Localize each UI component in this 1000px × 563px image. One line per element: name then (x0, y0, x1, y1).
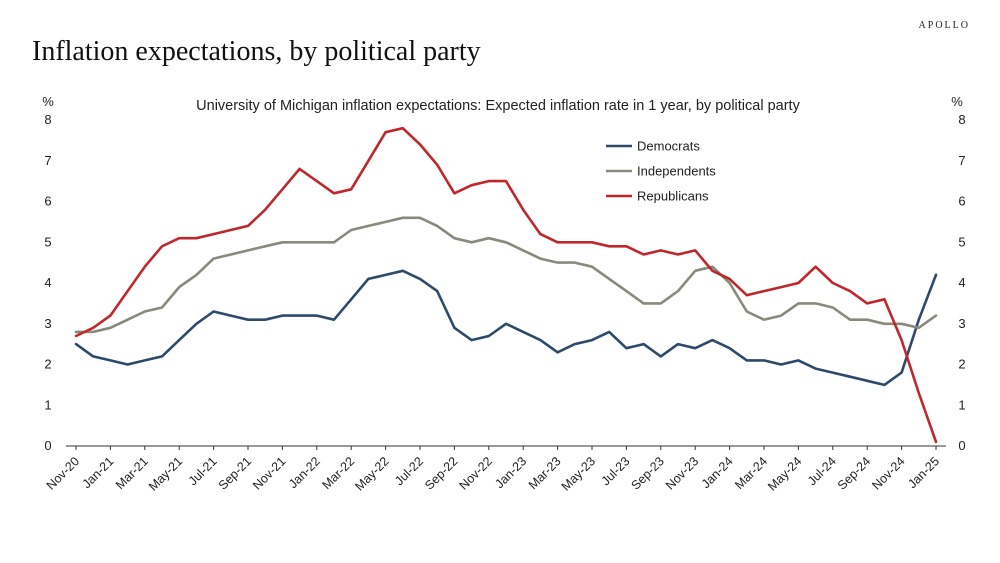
y-tick-label-left: 7 (44, 153, 51, 168)
x-tick-label: May-24 (765, 454, 804, 493)
x-tick-label: May-21 (146, 454, 185, 493)
chart-title: University of Michigan inflation expecta… (196, 98, 800, 114)
y-tick-label-left: 5 (44, 234, 51, 249)
x-tick-label: Jul-24 (805, 454, 839, 488)
page-title: Inflation expectations, by political par… (32, 36, 481, 67)
x-tick-label: Jan-25 (905, 454, 942, 491)
x-tick-label: Jan-22 (286, 454, 323, 491)
y-tick-label-left: 2 (44, 357, 51, 372)
y-tick-label-right: 8 (958, 112, 965, 127)
y-tick-label-left: 1 (44, 397, 51, 412)
y-tick-label-right: 1 (958, 397, 965, 412)
y-tick-label-left: 0 (44, 438, 51, 453)
y-tick-label-left: 6 (44, 194, 51, 209)
x-tick-label: Mar-24 (732, 454, 770, 492)
y-tick-label-left: 3 (44, 316, 51, 331)
y-tick-label-right: 7 (958, 153, 965, 168)
x-tick-label: Jul-23 (599, 454, 633, 488)
x-tick-label: Mar-23 (526, 454, 564, 492)
y-tick-label-left: 4 (44, 275, 51, 290)
x-tick-label: Mar-21 (113, 454, 151, 492)
x-tick-label: Sep-24 (835, 454, 873, 492)
x-tick-label: Mar-22 (319, 454, 357, 492)
y-axis-left-unit: % (42, 94, 54, 109)
y-tick-label-right: 5 (958, 234, 965, 249)
x-tick-label: Nov-20 (44, 454, 82, 492)
y-tick-label-right: 4 (958, 275, 965, 290)
x-tick-label: Sep-22 (422, 454, 460, 492)
x-tick-label: Jan-21 (80, 454, 117, 491)
x-tick-label: Jul-22 (392, 454, 426, 488)
series-line-independents (74, 216, 938, 334)
y-tick-label-right: 6 (958, 194, 965, 209)
x-tick-label: Nov-23 (663, 454, 701, 492)
x-tick-label: Jul-21 (186, 454, 220, 488)
x-tick-label: Nov-21 (250, 454, 288, 492)
y-tick-label-right: 0 (958, 438, 965, 453)
y-axis-right-unit: % (951, 94, 963, 109)
x-tick-label: Jan-24 (699, 454, 736, 491)
x-tick-label: May-22 (352, 454, 391, 493)
x-tick-label: Jan-23 (492, 454, 529, 491)
legend-label-democrats: Democrats (637, 139, 700, 154)
legend-label-republicans: Republicans (637, 189, 709, 204)
y-tick-label-right: 3 (958, 316, 965, 331)
y-tick-label-left: 8 (44, 112, 51, 127)
y-tick-label-right: 2 (958, 357, 965, 372)
series-line-democrats (74, 269, 938, 387)
x-tick-label: Nov-24 (869, 454, 907, 492)
x-tick-label: Sep-21 (216, 454, 254, 492)
x-tick-label: Sep-23 (629, 454, 667, 492)
legend-label-independents: Independents (637, 164, 716, 179)
brand-logo: APOLLO (918, 20, 970, 31)
series-line-republicans (74, 126, 938, 444)
x-tick-label: May-23 (559, 454, 598, 493)
x-tick-label: Nov-22 (457, 454, 495, 492)
